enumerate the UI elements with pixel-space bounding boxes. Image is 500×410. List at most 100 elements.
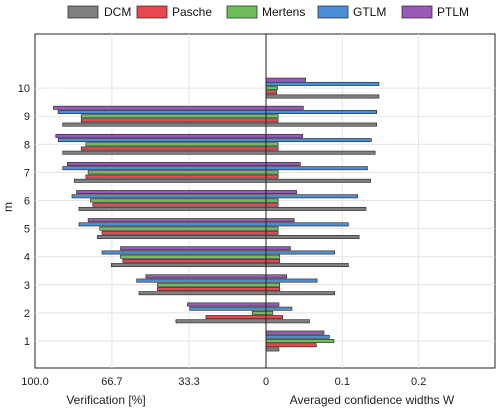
bar-verification-mertens-m4 — [120, 254, 267, 259]
bar-verification-pasche-m7 — [85, 174, 267, 179]
bar-width-dcm-m1 — [265, 347, 280, 352]
bars — [53, 77, 380, 352]
bar-verification-ptlm-m4 — [120, 246, 267, 251]
bar-width-gtlm-m7 — [265, 166, 368, 171]
bar-width-mertens-m2 — [265, 310, 274, 315]
x-tick-label-right-1: 0.1 — [335, 376, 350, 388]
bar-width-gtlm-m1 — [265, 334, 330, 339]
bar-verification-gtlm-m3 — [136, 278, 267, 283]
bar-width-gtlm-m2 — [265, 306, 293, 311]
x-tick-label-left-3: 0 — [263, 376, 269, 388]
y-tick-label-5: 5 — [24, 224, 30, 236]
bar-verification-gtlm-m7 — [62, 166, 267, 171]
y-tick-label-4: 4 — [24, 252, 30, 264]
y-tick-label-1: 1 — [24, 336, 30, 348]
bar-verification-dcm-m5 — [97, 235, 267, 239]
legend-item-gtlm: GTLM — [317, 5, 386, 19]
y-tick-label-7: 7 — [24, 167, 30, 179]
bar-verification-mertens-m8 — [85, 142, 267, 147]
bar-width-dcm-m6 — [265, 206, 367, 211]
bar-verification-gtlm-m8 — [57, 138, 267, 143]
bar-verification-dcm-m8 — [62, 150, 267, 155]
bar-verification-dcm-m7 — [73, 178, 267, 183]
bar-width-ptlm-m5 — [265, 218, 295, 223]
bar-verification-dcm-m9 — [62, 122, 267, 127]
y-axis-label: m — [1, 202, 15, 212]
x-tick-label-left-0: 100.0 — [21, 376, 49, 388]
bar-width-mertens-m8 — [265, 142, 279, 147]
bar-width-pasche-m2 — [265, 315, 284, 320]
bar-verification-gtlm-m2 — [189, 306, 267, 311]
bar-verification-mertens-m3 — [157, 282, 267, 287]
bar-width-gtlm-m6 — [265, 194, 358, 199]
bar-width-ptlm-m4 — [265, 246, 291, 251]
y-tick-label-8: 8 — [24, 139, 30, 151]
bar-width-gtlm-m8 — [265, 138, 372, 143]
y-tick-label-2: 2 — [24, 308, 30, 320]
y-tick-label-10: 10 — [18, 83, 30, 95]
bar-verification-pasche-m8 — [80, 146, 267, 151]
bar-width-gtlm-m10 — [265, 81, 380, 86]
bar-width-mertens-m5 — [265, 226, 279, 231]
x-tick-label-right-2: 0.2 — [411, 376, 426, 388]
bar-verification-ptlm-m2 — [187, 302, 267, 307]
bar-width-gtlm-m9 — [265, 110, 377, 114]
legend: DCM Pasche Mertens GTLM PTLM — [67, 5, 469, 19]
bar-width-ptlm-m10 — [265, 77, 306, 82]
bar-width-dcm-m10 — [265, 94, 380, 99]
bar-width-mertens-m7 — [265, 170, 279, 175]
bar-verification-ptlm-m9 — [53, 105, 267, 110]
bar-width-dcm-m2 — [265, 319, 310, 324]
bar-verification-ptlm-m3 — [145, 274, 267, 279]
bar-verification-ptlm-m7 — [67, 162, 267, 166]
bar-verification-pasche-m4 — [122, 258, 267, 263]
bar-width-ptlm-m7 — [265, 162, 301, 166]
bar-width-pasche-m10 — [265, 90, 277, 95]
bar-width-dcm-m5 — [265, 235, 360, 239]
legend-label-pasche: Pasche — [172, 5, 212, 19]
bar-verification-pasche-m9 — [80, 118, 267, 123]
bar-verification-dcm-m6 — [78, 206, 267, 211]
legend-item-ptlm: PTLM — [401, 5, 469, 19]
bar-width-mertens-m4 — [265, 254, 281, 259]
bar-width-pasche-m6 — [265, 202, 279, 207]
bar-width-pasche-m5 — [265, 230, 279, 235]
bar-verification-mertens-m6 — [90, 198, 267, 203]
bar-verification-dcm-m4 — [110, 263, 267, 268]
bar-width-mertens-m3 — [265, 282, 281, 287]
tick-labels: 1 2 3 4 5 6 7 8 9 10 100.0 66.7 33.3 0 0.1 0.2 — [18, 83, 427, 388]
bar-verification-pasche-m6 — [92, 202, 267, 207]
bar-width-pasche-m4 — [265, 258, 281, 263]
y-tick-label-6: 6 — [24, 196, 30, 208]
legend-swatch-pasche — [136, 5, 168, 19]
bar-width-gtlm-m5 — [265, 222, 349, 227]
bar-verification-ptlm-m6 — [76, 190, 267, 195]
bar-verification-ptlm-m5 — [87, 218, 267, 223]
bar-verification-gtlm-m6 — [71, 194, 267, 199]
bar-verification-gtlm-m9 — [57, 110, 267, 114]
bar-verification-mertens-m9 — [80, 114, 267, 119]
bar-width-pasche-m7 — [265, 174, 279, 179]
bar-verification-ptlm-m8 — [55, 133, 267, 138]
legend-item-pasche: Pasche — [136, 5, 212, 19]
bar-width-mertens-m10 — [265, 86, 278, 91]
bar-width-mertens-m1 — [265, 339, 335, 343]
y-tick-label-9: 9 — [24, 111, 30, 123]
bar-verification-mertens-m5 — [99, 226, 267, 231]
bar-width-ptlm-m9 — [265, 105, 304, 110]
bar-verification-dcm-m2 — [175, 319, 267, 324]
legend-label-gtlm: GTLM — [353, 5, 386, 19]
bar-width-gtlm-m4 — [265, 250, 335, 255]
x-tick-label-left-2: 33.3 — [178, 376, 199, 388]
bar-width-pasche-m9 — [265, 118, 279, 123]
bar-verification-pasche-m5 — [101, 230, 267, 235]
bar-width-pasche-m8 — [265, 146, 279, 151]
bar-width-ptlm-m3 — [265, 274, 287, 279]
legend-item-mertens: Mertens — [226, 5, 305, 19]
bar-width-pasche-m3 — [265, 287, 281, 291]
bar-width-mertens-m9 — [265, 114, 279, 119]
bar-width-dcm-m3 — [265, 291, 335, 296]
legend-swatch-ptlm — [401, 5, 433, 19]
bar-width-dcm-m7 — [265, 178, 371, 183]
